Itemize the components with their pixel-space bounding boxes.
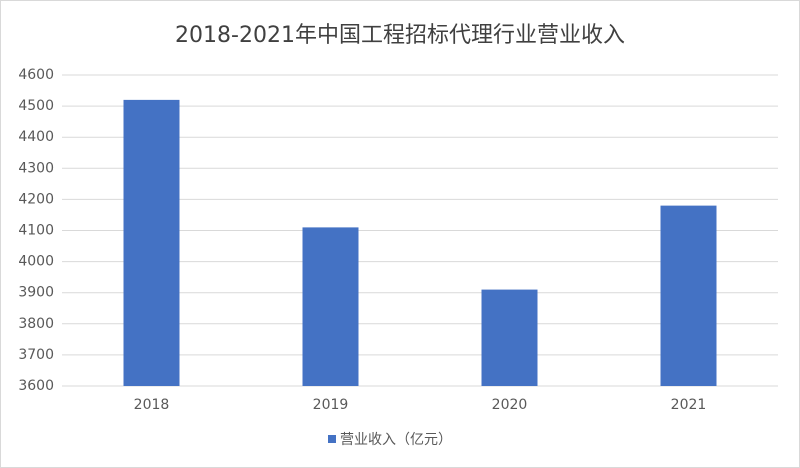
legend-label: 营业收入（亿元）: [340, 432, 452, 448]
y-tick-label: 3900: [18, 285, 54, 301]
x-tick-label: 2018: [134, 397, 170, 413]
x-tick-label: 2020: [492, 397, 528, 413]
y-tick-label: 3800: [18, 316, 54, 332]
y-tick-label: 3700: [18, 347, 54, 363]
y-tick-label: 4600: [18, 67, 54, 83]
bar: [660, 205, 717, 386]
y-tick-label: 4300: [18, 160, 54, 176]
bar: [123, 99, 180, 386]
legend-swatch: [328, 435, 336, 443]
chart-title: 2018-2021年中国工程招标代理行业营业收入: [175, 23, 625, 48]
y-tick-label: 4200: [18, 191, 54, 207]
x-tick-label: 2019: [313, 397, 349, 413]
y-tick-label: 4100: [18, 223, 54, 239]
y-tick-label: 4400: [18, 129, 54, 145]
y-tick-label: 4000: [18, 254, 54, 270]
bar: [481, 289, 538, 386]
y-tick-label: 3600: [18, 378, 54, 394]
y-tick-label: 4500: [18, 98, 54, 114]
bar: [302, 227, 359, 386]
x-tick-label: 2021: [671, 397, 707, 413]
